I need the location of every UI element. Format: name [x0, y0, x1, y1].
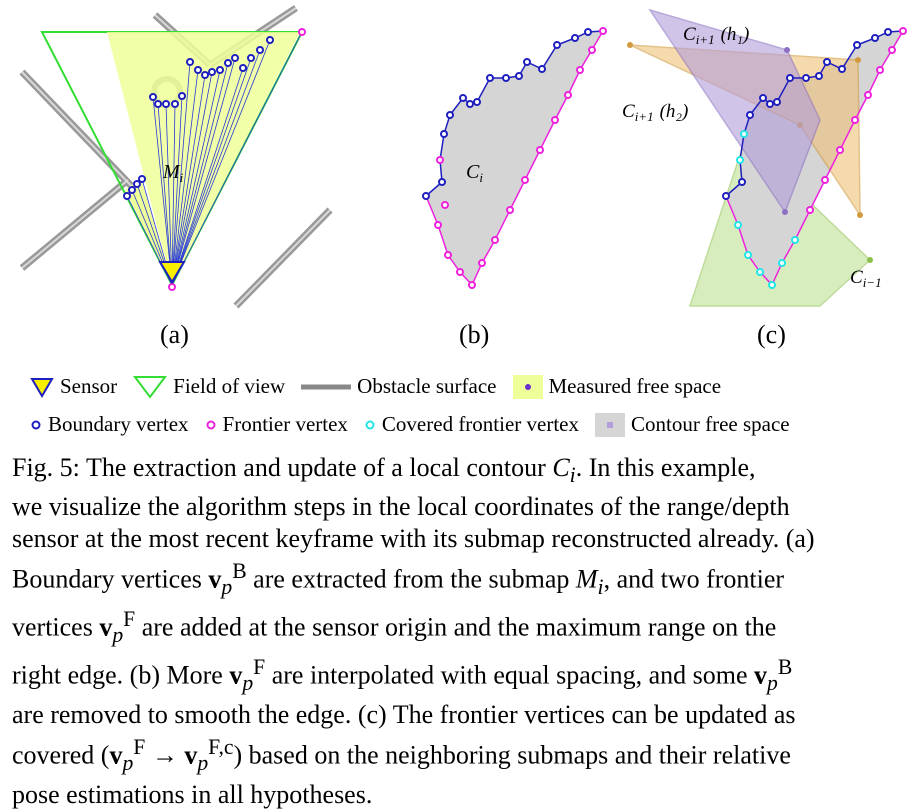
- covered-vertex-icon: [365, 420, 375, 429]
- frontier-vertex: [298, 28, 306, 36]
- frontier-vertex: [168, 283, 176, 291]
- panel-b-frontier-vertices: [434, 27, 607, 289]
- prev-label: Ci−1: [850, 267, 882, 290]
- h1-label: Ci+1 (h₁): [683, 24, 749, 47]
- legend-covered: Covered frontier vertex: [364, 412, 579, 437]
- sensor-icon: [158, 261, 186, 284]
- sensor-icon: [30, 377, 54, 398]
- panel-c-frontier-vertices: [806, 27, 907, 214]
- legend-measured: Measured free space: [512, 374, 721, 399]
- panel-b: Ci: [422, 27, 607, 289]
- legend-row-1: Sensor Field of view Obstacle surface Me…: [30, 374, 737, 399]
- obstacle-line-icon: [301, 384, 352, 389]
- panel-c: Ci+1 (h₁) Ci+1 (h₂) Ci−1: [622, 8, 907, 307]
- boundary-vertex-icon: [31, 420, 41, 429]
- contour-free-space: [426, 31, 603, 285]
- panel-c-label: (c): [757, 320, 786, 349]
- panel-b-boundary-vertices: [422, 28, 592, 200]
- panel-c-boundary-vertices: [722, 28, 892, 200]
- measured-free-space-icon: [512, 374, 543, 399]
- figure-caption: Fig. 5: The extraction and update of a l…: [12, 453, 815, 809]
- figure-panels: Mi Ci: [19, 5, 907, 309]
- fov-icon: [133, 375, 168, 399]
- panel-b-label: (b): [459, 320, 490, 349]
- panel-a-boundary-vertices: [123, 36, 274, 200]
- legend-row-2: Boundary vertex Frontier vertex Covered …: [30, 412, 806, 437]
- legend-sensor: Sensor: [30, 374, 117, 399]
- frontier-vertex-icon: [206, 420, 216, 429]
- legend-contour: Contour free space: [595, 412, 790, 437]
- contour-label: Ci: [466, 161, 483, 185]
- panel-a-label: (a): [160, 320, 189, 349]
- legend-obstacle: Obstacle surface: [301, 374, 497, 399]
- contour-free-space-icon: [595, 412, 626, 437]
- hypothesis-h1-contour: [648, 8, 821, 214]
- legend-fov: Field of view: [133, 374, 285, 399]
- submap-label: Mi: [162, 161, 184, 185]
- panel-a: Mi: [19, 5, 333, 309]
- h2-label: Ci+1 (h₂): [622, 101, 688, 124]
- covered-frontier-vertices: [734, 130, 799, 289]
- legend-frontier: Frontier vertex: [205, 412, 348, 437]
- legend-boundary: Boundary vertex: [30, 412, 189, 437]
